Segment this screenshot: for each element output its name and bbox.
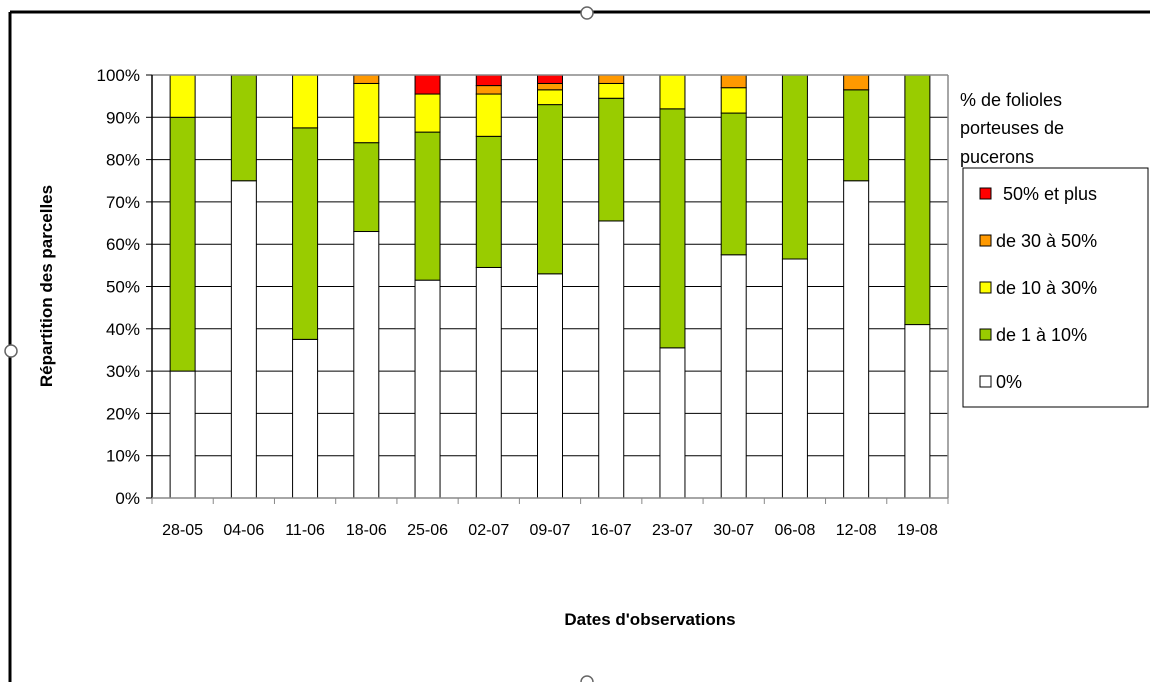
- legend-label: de 30 à 50%: [996, 231, 1097, 251]
- bar-segment: [843, 180, 870, 499]
- legend-label: de 1 à 10%: [996, 325, 1087, 345]
- bar-segment: [475, 74, 502, 87]
- y-tick-label: 100%: [97, 66, 140, 85]
- bar-segment: [292, 74, 319, 129]
- bar-segment: [475, 135, 502, 268]
- legend-title-line-1: % de folioles: [960, 90, 1062, 110]
- bar-segment: [230, 180, 257, 499]
- bar-segment: [475, 85, 502, 95]
- bar-segment: [904, 74, 931, 326]
- x-tick-labels: 28-05 04-06 11-06 18-06 25-06 02-07 09-07 16-07…: [162, 522, 938, 539]
- bar-segment: [169, 116, 196, 372]
- bar-segment: [598, 220, 625, 499]
- bar-segment: [475, 266, 502, 499]
- bar-segment: [353, 231, 380, 499]
- bar-segment: [414, 74, 441, 95]
- bar-segment: [537, 89, 563, 106]
- bar-segment: [353, 82, 380, 144]
- y-tick-label: 30%: [106, 362, 140, 381]
- y-tick-label: 10%: [106, 447, 140, 466]
- legend-swatch: [979, 281, 992, 294]
- bar-segment: [414, 93, 441, 133]
- bar-segment: [169, 74, 196, 118]
- x-tick-label: 11-06: [285, 522, 325, 539]
- x-tick-label: 02-07: [468, 522, 509, 539]
- legend-swatch: [979, 328, 992, 341]
- y-tick-label: 90%: [106, 108, 140, 127]
- bar-segment: [292, 338, 319, 499]
- legend: 50% et plus de 30 à 50% de 10 à 30% de 1 à …: [979, 184, 1097, 392]
- bar-segment: [292, 127, 319, 340]
- y-axis-title: Répartition des parcelles: [37, 185, 56, 387]
- bar-segment: [720, 87, 747, 114]
- x-tick-label: 30-07: [713, 522, 754, 539]
- x-tick-label: 12-08: [836, 522, 877, 539]
- bar-segment: [598, 82, 625, 99]
- bar-segment: [659, 347, 686, 499]
- legend-title-line-2: porteuses de: [960, 118, 1064, 138]
- x-tick-label: 19-08: [897, 522, 938, 539]
- x-tick-label: 06-08: [774, 522, 815, 539]
- legend-label: 50% et plus: [1003, 184, 1097, 204]
- y-tick-label: 70%: [106, 193, 140, 212]
- bar-segment: [659, 108, 686, 349]
- bar-segment: [414, 279, 441, 499]
- x-tick-label: 18-06: [346, 522, 387, 539]
- legend-swatch: [979, 234, 992, 247]
- bar-segment: [659, 74, 686, 110]
- axes: [146, 74, 949, 504]
- y-tick-label: 50%: [106, 278, 140, 297]
- legend-swatch: [979, 375, 992, 388]
- x-tick-label: 04-06: [223, 522, 264, 539]
- bar-segment: [781, 258, 808, 499]
- y-tick-label: 60%: [106, 235, 140, 254]
- bar-segment: [720, 112, 747, 256]
- bar-segment: [843, 74, 870, 91]
- frame-handle-top[interactable]: [580, 6, 594, 20]
- legend-box: [962, 167, 1149, 408]
- x-tick-label: 09-07: [530, 522, 571, 539]
- y-tick-label: 80%: [106, 151, 140, 170]
- bar-segment: [904, 324, 931, 499]
- legend-swatch: [979, 187, 992, 200]
- bar-segment: [598, 74, 625, 84]
- bars: [169, 74, 931, 499]
- legend-label: 0%: [996, 372, 1022, 392]
- bar-segment: [843, 89, 870, 182]
- bar-segment: [353, 142, 380, 233]
- y-tick-labels: 0% 10% 20% 30% 40% 50% 60% 70% 80% 90% 100%: [97, 66, 140, 508]
- x-tick-label: 25-06: [407, 522, 448, 539]
- y-tick-label: 40%: [106, 320, 140, 339]
- bar-segment: [537, 74, 563, 84]
- bar-segment: [720, 74, 747, 89]
- bar-segment: [781, 74, 808, 260]
- bar-segment: [169, 370, 196, 499]
- x-tick-label: 28-05: [162, 522, 203, 539]
- bar-segment: [414, 131, 441, 281]
- bar-segment: [720, 254, 747, 499]
- bar-segment: [598, 97, 625, 222]
- bar-segment: [537, 82, 563, 91]
- bar-segment: [475, 93, 502, 137]
- y-tick-label: 20%: [106, 404, 140, 423]
- x-axis-title: Dates d'observations: [564, 610, 735, 629]
- bar-segment: [537, 104, 563, 275]
- bar-segment: [230, 74, 257, 182]
- bar-segment: [353, 74, 380, 84]
- x-tick-label: 16-07: [591, 522, 632, 539]
- legend-title-line-3: pucerons: [960, 147, 1034, 167]
- frame-handle-left[interactable]: [4, 344, 18, 358]
- frame-handle-bottom[interactable]: [580, 675, 594, 682]
- x-tick-label: 23-07: [652, 522, 693, 539]
- bar-segment: [537, 273, 563, 499]
- y-tick-label: 0%: [115, 489, 140, 508]
- legend-label: de 10 à 30%: [996, 278, 1097, 298]
